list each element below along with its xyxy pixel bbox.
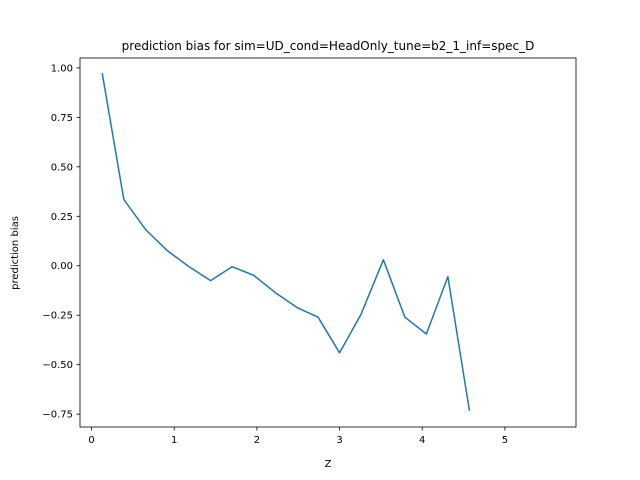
- y-tick-label: −0.75: [42, 410, 73, 421]
- y-tick-label: 0.25: [51, 212, 73, 223]
- chart-title: prediction bias for sim=UD_cond=HeadOnly…: [122, 39, 535, 53]
- x-tick-label: 3: [336, 435, 342, 446]
- x-tick-label: 2: [254, 435, 260, 446]
- x-axis-label: Z: [325, 459, 332, 470]
- y-tick-label: −0.50: [42, 360, 73, 371]
- axes-frame: [79, 57, 577, 428]
- y-tick-label: −0.25: [42, 311, 73, 322]
- x-axis: 0 1 2 3 4 5: [88, 427, 508, 446]
- y-axis-label: prediction bias: [10, 216, 21, 290]
- x-tick-label: 5: [502, 435, 508, 446]
- series-line-0: [101, 72, 471, 412]
- x-tick-label: 1: [171, 435, 177, 446]
- y-tick-label: 0.50: [51, 162, 73, 173]
- y-tick-label: 0.00: [51, 261, 73, 272]
- x-tick-label: 0: [88, 435, 94, 446]
- x-tick-label: 4: [419, 435, 425, 446]
- y-tick-label: 1.00: [51, 63, 73, 74]
- plot-area: [101, 72, 471, 412]
- y-tick-label: 0.75: [51, 113, 73, 124]
- y-axis: −0.75 −0.50 −0.25 0.00 0.25 0.50 0.75 1.00: [42, 63, 80, 421]
